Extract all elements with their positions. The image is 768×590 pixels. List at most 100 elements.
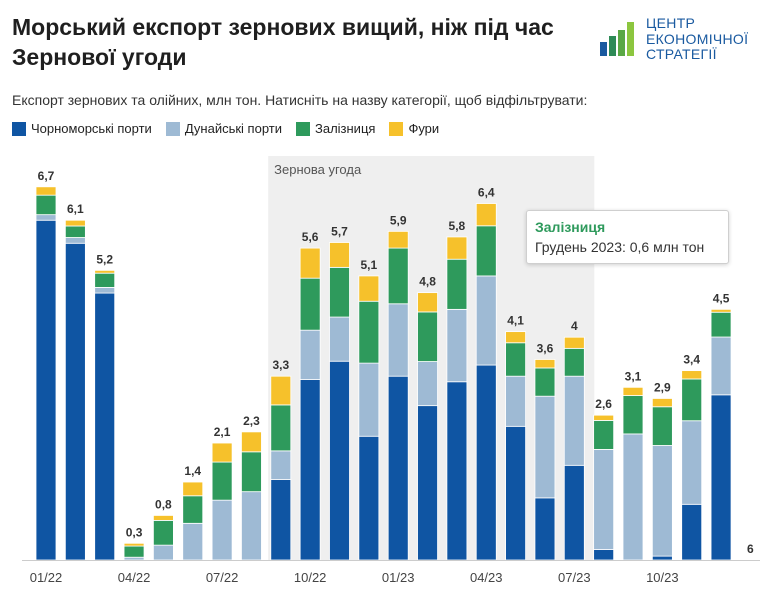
bar-segment-15-3 bbox=[475, 203, 497, 227]
bar-segment-4-1 bbox=[152, 544, 174, 561]
bar-9 bbox=[299, 247, 321, 561]
bar-15 bbox=[475, 203, 497, 561]
bar-segment-12-3 bbox=[387, 230, 409, 249]
x-tick-label: 04/22 bbox=[118, 570, 151, 585]
bar-segment-10-2 bbox=[329, 266, 350, 318]
total-label-16: 4,1 bbox=[507, 314, 524, 328]
bar-segment-19-1 bbox=[593, 449, 615, 550]
total-label-2: 5,2 bbox=[96, 252, 113, 266]
bar-segment-22-2 bbox=[681, 378, 703, 422]
total-label-17: 3,6 bbox=[537, 341, 554, 355]
bar-segment-19-2 bbox=[593, 420, 615, 450]
total-label-9: 5,6 bbox=[302, 230, 319, 244]
bar-4 bbox=[152, 515, 174, 561]
bar-5 bbox=[182, 481, 204, 561]
bar-segment-5-2 bbox=[182, 495, 204, 524]
bar-segment-0-1 bbox=[35, 214, 57, 221]
bar-segment-10-3 bbox=[329, 242, 350, 268]
bar-segment-17-2 bbox=[534, 367, 556, 397]
bar-segment-17-1 bbox=[534, 395, 556, 499]
bar-6 bbox=[211, 442, 233, 561]
bar-22 bbox=[681, 370, 703, 561]
bar-segment-23-1 bbox=[710, 336, 732, 396]
bar-segment-18-3 bbox=[563, 336, 585, 349]
bar-21 bbox=[651, 398, 673, 561]
bar-segment-11-2 bbox=[358, 300, 380, 364]
total-label-20: 3,1 bbox=[625, 369, 642, 383]
chart-title: Морський експорт зернових вищий, ніж під… bbox=[12, 14, 554, 70]
legend-item-black-sea-ports[interactable]: Чорноморські порти bbox=[12, 121, 152, 136]
total-label-1: 6,1 bbox=[67, 202, 84, 216]
bar-segment-15-0 bbox=[475, 364, 497, 561]
bar-segment-3-2 bbox=[123, 545, 145, 558]
bar-segment-13-1 bbox=[417, 361, 438, 407]
bar-segment-3-3 bbox=[123, 542, 145, 547]
bar-segment-20-2 bbox=[622, 395, 644, 435]
total-label-6: 2,1 bbox=[214, 425, 231, 439]
x-tick-label: 10/22 bbox=[294, 570, 327, 585]
bar-segment-21-2 bbox=[651, 406, 673, 446]
bar-segment-18-2 bbox=[563, 347, 585, 377]
legend-swatch bbox=[295, 121, 310, 136]
total-label-11: 5,1 bbox=[361, 258, 378, 272]
x-tick-label: 01/22 bbox=[30, 570, 63, 585]
bar-segment-9-2 bbox=[299, 277, 321, 331]
annotation-label: Зернова угода bbox=[274, 162, 362, 177]
bar-segment-1-2 bbox=[64, 225, 86, 238]
total-label-3: 0,3 bbox=[126, 525, 143, 539]
total-label-24: 6 bbox=[747, 542, 754, 556]
bar-segment-8-0 bbox=[270, 479, 292, 561]
bar-segment-8-1 bbox=[270, 450, 292, 480]
total-label-22: 3,4 bbox=[683, 353, 700, 367]
bar-12 bbox=[387, 230, 409, 561]
bar-segment-4-2 bbox=[152, 519, 174, 546]
tooltip: Залізниця Грудень 2023: 0,6 млн тон bbox=[526, 210, 729, 264]
bar-7 bbox=[241, 431, 262, 561]
legend-item-railway[interactable]: Залізниця bbox=[295, 121, 375, 136]
logo-icon bbox=[600, 22, 634, 56]
bar-segment-2-0 bbox=[94, 292, 116, 561]
bar-segment-15-2 bbox=[475, 225, 497, 277]
bar-segment-22-3 bbox=[681, 370, 703, 380]
bar-segment-15-1 bbox=[475, 275, 497, 366]
legend-item-danube-ports[interactable]: Дунайські порти bbox=[165, 121, 282, 136]
logo: ЦЕНТР ЕКОНОМІЧНОЇ СТРАТЕГІЇ bbox=[598, 15, 763, 66]
bar-segment-19-3 bbox=[593, 414, 615, 421]
legend-swatch bbox=[12, 121, 26, 136]
bar-segment-18-1 bbox=[563, 375, 585, 466]
bar-segment-13-0 bbox=[417, 405, 438, 561]
bar-segment-7-2 bbox=[241, 451, 262, 493]
bar-segment-8-3 bbox=[270, 375, 292, 406]
bar-segment-21-0 bbox=[651, 555, 673, 561]
bar-segment-0-0 bbox=[35, 219, 57, 561]
bar-3 bbox=[123, 542, 145, 561]
bar-segment-11-0 bbox=[358, 435, 380, 561]
total-label-8: 3,3 bbox=[272, 358, 289, 372]
total-label-5: 1,4 bbox=[184, 464, 201, 478]
bar-segment-14-2 bbox=[446, 258, 468, 310]
bar-segment-2-3 bbox=[94, 269, 116, 274]
bar-1 bbox=[64, 219, 86, 561]
bar-segment-6-1 bbox=[211, 499, 233, 561]
bar-segment-3-1 bbox=[123, 556, 145, 561]
bar-23 bbox=[710, 308, 732, 561]
bar-segment-14-3 bbox=[446, 236, 468, 260]
bar-2 bbox=[94, 269, 116, 561]
bar-segment-16-1 bbox=[505, 375, 527, 427]
bar-segment-22-1 bbox=[681, 420, 703, 505]
bar-segment-16-2 bbox=[505, 342, 527, 377]
bar-segment-2-2 bbox=[94, 272, 116, 288]
bar-19 bbox=[593, 414, 615, 561]
bar-segment-21-1 bbox=[651, 445, 673, 557]
x-tick-label: 10/23 bbox=[646, 570, 679, 585]
bar-13 bbox=[417, 292, 438, 561]
bar-segment-23-2 bbox=[710, 311, 732, 338]
bar-segment-17-3 bbox=[534, 359, 556, 369]
bar-segment-17-0 bbox=[534, 497, 556, 561]
bar-segment-7-1 bbox=[241, 491, 262, 561]
legend-item-trucks[interactable]: Фури bbox=[389, 121, 439, 136]
bar-11 bbox=[358, 275, 380, 561]
bar-segment-12-1 bbox=[387, 303, 409, 377]
bar-segment-1-0 bbox=[64, 242, 86, 561]
bar-segment-2-1 bbox=[94, 286, 116, 294]
